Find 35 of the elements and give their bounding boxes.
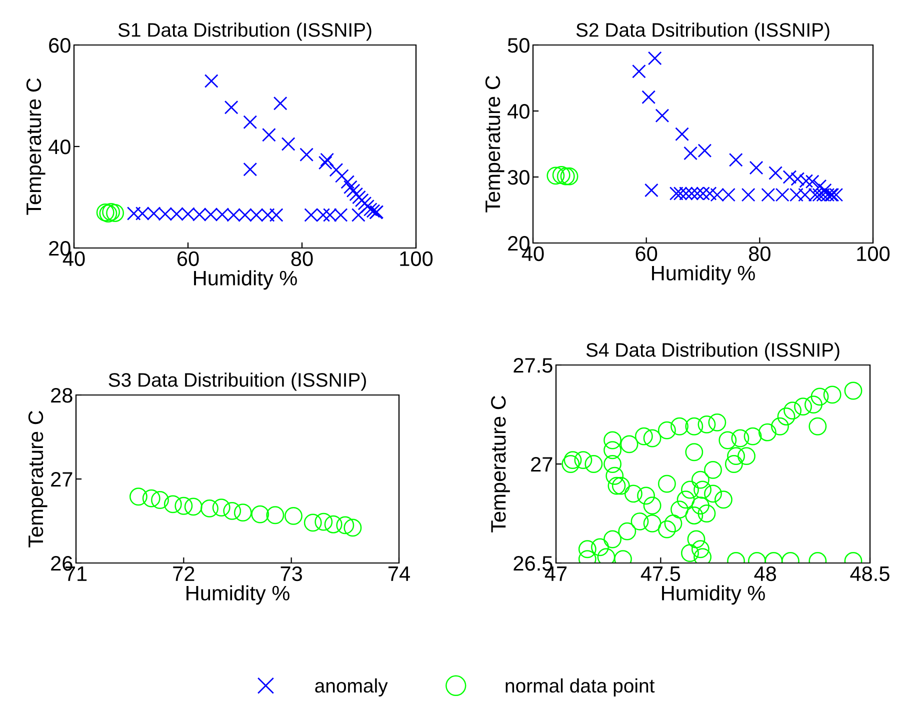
x-tick-label: 48 <box>754 566 776 582</box>
y-tick-label: 30 <box>508 170 530 185</box>
x-tick-label: 60 <box>177 251 199 266</box>
legend-label: normal data point <box>506 678 655 696</box>
x-axis-title: Humidity % <box>662 585 765 605</box>
y-axis-title: Temperature C <box>485 76 504 212</box>
x-tick-label: 72 <box>173 566 194 581</box>
y-tick-label: 40 <box>508 104 530 119</box>
y-tick-label: 60 <box>49 38 70 53</box>
x-tick-label: 73 <box>280 566 302 582</box>
y-axis-title: Temperature C <box>491 396 510 532</box>
x-tick-label: 80 <box>748 246 770 262</box>
x-tick-label: 100 <box>400 251 433 266</box>
x-tick-label: 74 <box>388 566 410 581</box>
x-axis-title: Humidity % <box>194 270 297 290</box>
chart-title: S2 Data Dsitribution (ISSNIP) <box>576 22 830 41</box>
y-tick-label: 28 <box>51 388 72 403</box>
y-tick-label: 50 <box>508 38 530 53</box>
y-tick-label: 40 <box>48 140 70 154</box>
x-tick-label: 48.5 <box>850 566 890 582</box>
x-axis-title: Humidity % <box>652 265 755 285</box>
x-tick-label: 100 <box>857 246 890 262</box>
y-tick-label: 27 <box>531 457 552 472</box>
chart-title: S4 Data Distribution (ISSNIP) <box>586 342 840 361</box>
y-tick-label: 27.5 <box>514 358 552 373</box>
y-axis-title: Temperature C <box>26 78 46 215</box>
y-tick-label: 27 <box>51 472 72 487</box>
x-tick-label: 47.5 <box>640 566 680 582</box>
chart-title: S3 Data Distribuition (ISSNIP) <box>108 372 366 391</box>
legend-label: anomaly <box>315 678 388 696</box>
x-tick-label: 80 <box>291 251 313 266</box>
x-axis-title: Humidity % <box>186 585 290 605</box>
x-tick-label: 60 <box>636 246 658 262</box>
chart-title: S1 Data Distribution (ISSNIP) <box>118 22 372 41</box>
y-axis-title: Temperature C <box>28 410 48 548</box>
